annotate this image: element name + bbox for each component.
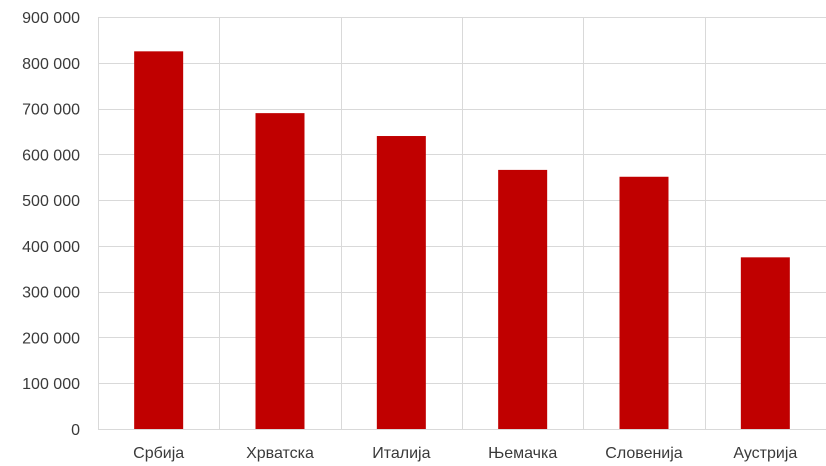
bars [134,51,790,430]
y-tick-label: 800 000 [22,56,80,73]
y-tick-label: 0 [71,422,80,439]
x-tick-label: Словенија [605,445,683,462]
bar [255,113,305,429]
x-axis: Србија Хрватска Италија Њемачка Словенија Аус… [133,445,797,462]
y-tick-label: 200 000 [22,330,80,347]
y-tick-label: 400 000 [22,239,80,256]
x-tick-label: Србија [133,445,184,462]
bar [740,257,790,429]
y-tick-label: 100 000 [22,376,80,393]
grid-lines [98,17,826,430]
y-tick-label: 500 000 [22,193,80,210]
x-tick-label: Хрватска [246,445,314,462]
x-tick-label: Аустрија [733,445,797,462]
y-tick-label: 600 000 [22,147,80,164]
bar [498,169,548,430]
y-tick-label: 700 000 [22,102,80,119]
bar [619,176,669,429]
y-tick-label: 900 000 [22,10,80,27]
x-tick-label: Италија [372,445,430,462]
y-tick-label: 300 000 [22,285,80,302]
y-axis: 0 100 000 200 000 300 000 400 000 500 000 600 … [22,10,80,439]
x-tick-label: Њемачка [488,445,557,462]
bar [376,136,426,429]
bar [134,51,184,429]
